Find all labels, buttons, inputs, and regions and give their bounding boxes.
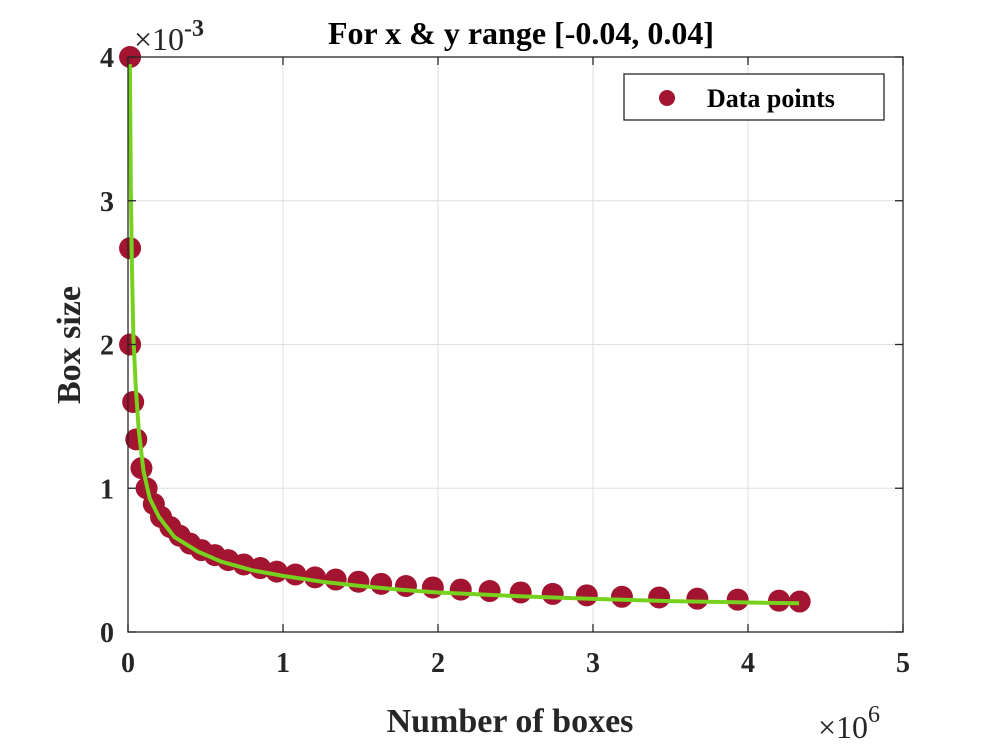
data-point [478, 580, 501, 603]
data-point [726, 588, 749, 611]
legend: Data points [623, 73, 885, 121]
data-point [304, 566, 327, 589]
data-point [421, 576, 444, 599]
data-point [449, 578, 472, 601]
legend-label: Data points [707, 84, 835, 113]
x-tick-label: 3 [586, 648, 600, 679]
y-axis-label: Box size [51, 286, 88, 404]
y-tick-label: 0 [100, 618, 114, 649]
legend-marker-icon [659, 90, 675, 106]
x-axis-label: Number of boxes [387, 703, 634, 740]
x-tick-label: 1 [276, 648, 290, 679]
data-point [509, 581, 532, 604]
y-tick-label: 3 [100, 187, 114, 218]
data-point [284, 563, 307, 586]
x-tick-label: 4 [741, 648, 755, 679]
plot-area: 0 1 2 3 4 5 0 1 2 3 4 [100, 43, 910, 679]
data-point [768, 589, 790, 612]
x-tick-label: 2 [431, 648, 445, 679]
x-tick-label: 5 [896, 648, 910, 679]
data-point [122, 391, 145, 413]
x-tick-label: 0 [121, 648, 135, 679]
data-point [686, 587, 709, 610]
chart-title: For x & y range [-0.04, 0.04] [328, 15, 714, 51]
x-axis-multiplier: ×106 [818, 702, 880, 745]
data-point [394, 575, 417, 597]
y-axis-multiplier: ×10-3 [134, 16, 204, 57]
data-point [648, 586, 671, 609]
data-point [324, 568, 347, 591]
data-point [347, 570, 370, 593]
fit-curve [127, 64, 800, 606]
data-point [610, 585, 633, 608]
y-tick-label: 1 [100, 474, 114, 505]
y-tick-label: 4 [100, 43, 114, 74]
data-point [788, 590, 811, 613]
data-point [370, 572, 393, 595]
data-point [541, 582, 564, 605]
y-tick-label: 2 [100, 331, 114, 362]
data-point [575, 584, 598, 607]
